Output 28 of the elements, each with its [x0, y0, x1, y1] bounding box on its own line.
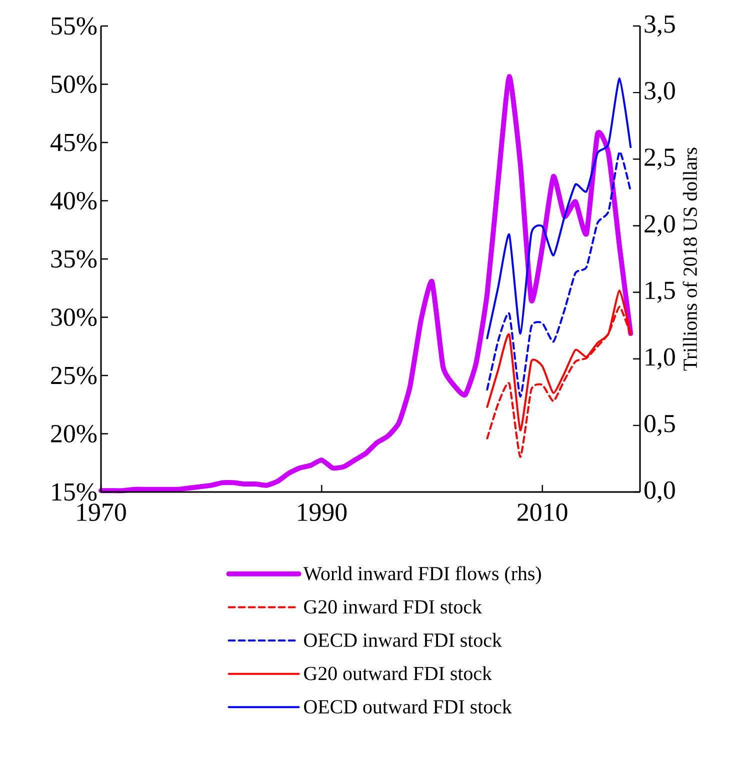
y2-tick-label: 2,5: [644, 148, 675, 170]
y2-axis-title: Trillions of 2018 US dollars: [682, 148, 697, 371]
y2-tick-label: 3,5: [644, 15, 675, 37]
legend-label: OECD inward FDI stock: [304, 632, 502, 647]
y-tick-label: 20%: [51, 424, 97, 443]
x-tick-label: 1970: [77, 504, 126, 521]
y2-tick-label: 1,5: [646, 282, 675, 303]
line-series: [486, 150, 632, 398]
legend-label: G20 outward FDI stock: [304, 666, 492, 680]
legend-label: OECD outward FDI stock: [304, 700, 512, 714]
y2-tick-label: 1,0: [646, 348, 675, 370]
y2-tick-label: 3,0: [644, 82, 675, 104]
y-tick-label: 35%: [51, 250, 97, 268]
legend-label: G20 inward FDI stock: [304, 600, 482, 614]
x-tick-label: 2010: [518, 504, 568, 521]
y-tick-label: 55%: [52, 17, 97, 35]
y-tick-label: 25%: [51, 366, 97, 384]
y-tick-label: 50%: [52, 75, 97, 94]
y-tick-label: 15%: [52, 483, 97, 501]
y2-tick-label: 0,0: [644, 481, 675, 503]
line-series: [486, 77, 632, 340]
y-tick-label: 45%: [50, 134, 97, 152]
y-tick-label: 30%: [51, 308, 97, 326]
y2-tick-label: 0,5: [644, 414, 675, 436]
y2-tick-label: 2,0: [644, 215, 675, 236]
legend-label: World inward FDI flows (rhs): [303, 566, 541, 584]
x-tick-label: 1990: [298, 504, 347, 521]
y-tick-label: 40%: [50, 192, 97, 210]
